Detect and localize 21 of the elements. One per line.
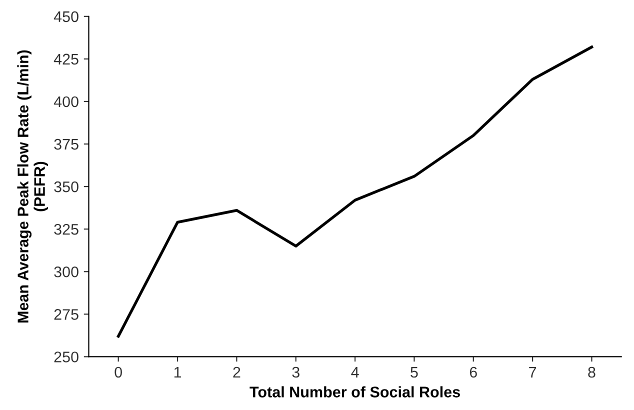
x-tick-label: 7 — [529, 366, 536, 378]
y-tick-label: 300 — [54, 266, 78, 278]
x-tick-label: 1 — [174, 366, 182, 378]
y-tick-label: 275 — [54, 309, 78, 320]
y-tick-label: 350 — [54, 181, 78, 192]
x-tick-label: 5 — [410, 366, 418, 378]
x-tick-label: 3 — [292, 366, 300, 378]
y-tick-label: 450 — [54, 11, 78, 22]
y-tick-label: 425 — [54, 54, 78, 65]
x-tick-label: 4 — [351, 366, 359, 378]
x-tick-label: 6 — [470, 366, 477, 378]
y-tick-label: 400 — [54, 96, 78, 108]
y-tick-label: 250 — [54, 352, 78, 362]
x-axis-title: Total Number of Social Roles — [250, 386, 460, 398]
x-tick-label: 0 — [114, 366, 122, 378]
x-tick-label: 2 — [233, 366, 240, 378]
y-tick-label: 325 — [54, 224, 78, 235]
line-series — [116, 46, 594, 338]
y-tick-label: 375 — [54, 138, 78, 150]
y-axis-title: Mean Average Peak Flow Rate (L/min) (PEFR) — [17, 50, 48, 322]
x-tick-label: 8 — [588, 366, 596, 378]
